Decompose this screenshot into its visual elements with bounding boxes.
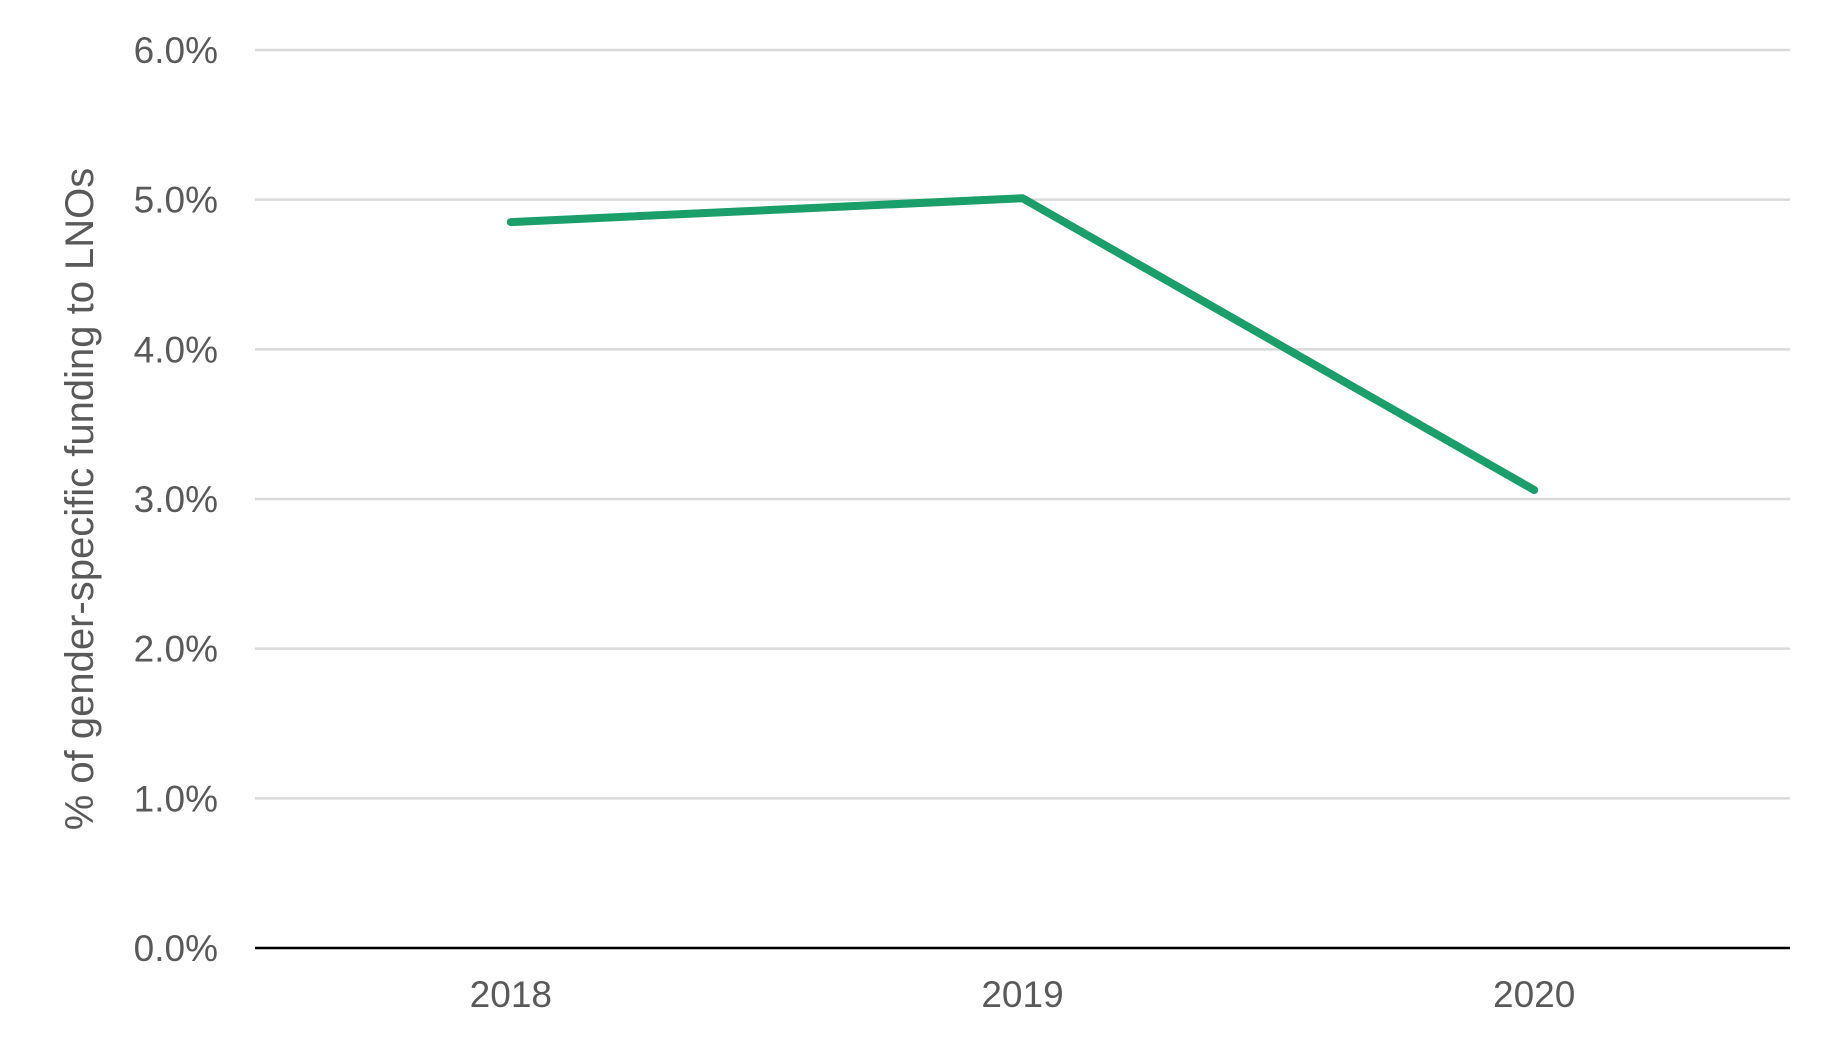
y-tick-label: 4.0%	[134, 329, 218, 370]
y-tick-label: 0.0%	[134, 928, 218, 969]
x-tick-label: 2018	[470, 974, 552, 1015]
x-tick-label: 2020	[1493, 974, 1575, 1015]
y-tick-label: 5.0%	[134, 180, 218, 221]
y-axis-tick-labels: 0.0% 1.0% 2.0% 3.0% 4.0% 5.0% 6.0%	[134, 30, 218, 969]
y-tick-label: 2.0%	[134, 629, 218, 670]
series-group	[506, 194, 1539, 494]
y-tick-label: 3.0%	[134, 479, 218, 520]
y-tick-label: 6.0%	[134, 30, 218, 71]
x-axis-tick-labels: 2018 2019 2020	[470, 974, 1576, 1015]
x-tick-label: 2019	[981, 974, 1063, 1015]
y-tick-label: 1.0%	[134, 778, 218, 819]
gridlines	[255, 48, 1790, 800]
series-line	[506, 194, 1539, 494]
y-axis-title: % of gender-specific funding to LNOs	[58, 168, 102, 831]
